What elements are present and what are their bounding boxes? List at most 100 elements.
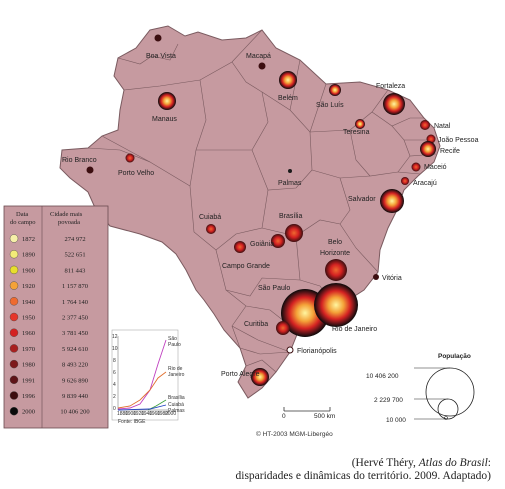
legend-swatch (9, 265, 19, 275)
inset-year-tick: 1960 (149, 411, 160, 417)
city-label-macapa: Macapá (246, 53, 271, 60)
city-dot (411, 162, 421, 172)
city-label-maceio: Maceió (424, 164, 447, 171)
population-legend: População 10 406 200 2 229 700 10 000 (366, 353, 475, 424)
country-shape (59, 25, 441, 399)
inset-y-tick: 6 (113, 370, 116, 376)
legend-population: 5 924 610 (62, 346, 88, 353)
inset-year-tick: 1940 (141, 411, 152, 417)
legend-swatch (9, 391, 19, 400)
inset-year-tick: 1900 (125, 411, 136, 417)
city-dot (251, 368, 269, 386)
city-dot (420, 120, 430, 130)
legend-year: 1996 (22, 393, 36, 400)
legend-population: 3 781 450 (62, 330, 88, 337)
legend-year: 1890 (22, 252, 35, 259)
scale-value: 500 km (314, 413, 335, 420)
legend-swatch (9, 407, 19, 416)
inset-year-tick: 1980 (157, 411, 168, 417)
city-label-rio-de-janeiro: Rio de Janeiro (332, 326, 377, 333)
city-dot (329, 84, 341, 96)
city-label-manaus: Manaus (152, 116, 177, 123)
legend-swatch (9, 281, 19, 290)
legend-year: 1940 (22, 299, 35, 306)
legend-year: 1900 (22, 267, 35, 274)
legend-swatch (9, 297, 19, 306)
inset-growth-chart: 12 10 8 6 4 2 0 São Paulo Rio de Janeiro… (111, 329, 185, 425)
source-citation: (Hervé Théry, Atlas do Brasil: disparida… (111, 457, 492, 483)
inset-y-tick: 0 (113, 406, 116, 412)
city-dot (258, 62, 266, 70)
legend-year: 1960 (22, 330, 35, 337)
city-dot (380, 189, 404, 213)
legend-year: 1872 (22, 236, 35, 243)
legend-population: 2 377 450 (62, 315, 88, 322)
city-dot (154, 34, 162, 42)
city-label-brasilia: Brasília (279, 213, 302, 220)
inset-line-sao-paulo (117, 339, 167, 410)
legend-year: 1991 (22, 377, 35, 384)
city-label-sao-luis: São Luís (316, 102, 344, 109)
city-dot (286, 346, 294, 354)
inset-line-cuiaba (117, 404, 167, 411)
inset-source: Fonte: IBGE (118, 419, 146, 425)
city-dot (401, 177, 409, 185)
city-label-belem: Belém (278, 95, 298, 102)
inset-y-tick: 10 (112, 346, 118, 352)
legend-swatch (9, 375, 19, 384)
city-dot (383, 93, 405, 115)
city-dot (285, 224, 303, 242)
city-label-palmas: Palmas (278, 180, 302, 187)
inset-label-rio-1: Rio de (168, 366, 183, 372)
legend-header-year-2: do campo (10, 219, 35, 226)
inset-line-rio (117, 371, 167, 409)
city-label-salvador: Salvador (348, 196, 376, 203)
city-dot (373, 274, 379, 280)
city-dot (420, 141, 436, 157)
legend-population: 1 764 140 (62, 299, 88, 306)
city-dot (288, 169, 292, 173)
city-label-joao-pessoa: João Pessoa (438, 137, 479, 144)
city-dot (158, 92, 176, 110)
legend-year: 1970 (22, 346, 35, 353)
inset-year-tick: 2000 (165, 411, 176, 417)
legend-swatch (9, 249, 19, 259)
inset-label-sao-paulo-2: Paulo (168, 342, 181, 348)
inset-y-tick: 12 (112, 334, 118, 340)
legend-swatch (9, 234, 19, 243)
inset-label-rio-2: Janeiro (168, 372, 185, 378)
city-label-belo-horizonte-1: Belo (328, 239, 342, 246)
city-label-aracaju: Aracajú (413, 180, 437, 187)
city-dot (234, 241, 246, 253)
legend-swatch (9, 359, 19, 369)
legend-population: 10 406 200 (60, 409, 89, 416)
population-value-mid: 2 229 700 (374, 397, 403, 404)
population-value-max: 10 406 200 (366, 373, 399, 380)
legend-swatch (9, 312, 19, 322)
inset-year-tick: 1880 (117, 411, 128, 417)
city-label-campo-grande: Campo Grande (222, 263, 270, 270)
legend-population: 8 493 220 (62, 362, 88, 369)
legend-year: 1920 (22, 283, 35, 290)
inset-y-tick: 2 (113, 394, 116, 400)
scale-zero: 0 (282, 413, 286, 420)
inset-y-tick: 4 (113, 382, 116, 388)
legend-header-year-1: Data (16, 211, 28, 218)
city-dot (325, 259, 347, 281)
city-dot (271, 234, 285, 248)
legend-population: 811 443 (65, 267, 86, 274)
inset-label-cuiaba-1: Cuiabá (168, 402, 184, 408)
legend-population: 9 626 890 (62, 377, 88, 384)
city-label-porto-velho: Porto Velho (118, 170, 154, 177)
map-credit: © HT-2003 MGM-Libergéo (256, 430, 333, 438)
city-label-sao-paulo: São Paulo (258, 285, 290, 292)
legend-header-pop-1: Cidade mais (50, 211, 83, 218)
legend-year: 1950 (22, 315, 35, 322)
city-label-porto-alegre: Porto Alegre (221, 371, 260, 378)
inset-label-sao-paulo-1: São (168, 336, 177, 342)
scale-bar: 0 500 km (282, 407, 335, 420)
city-dot (125, 153, 135, 163)
city-dot (206, 224, 216, 234)
city-dot (279, 71, 297, 89)
